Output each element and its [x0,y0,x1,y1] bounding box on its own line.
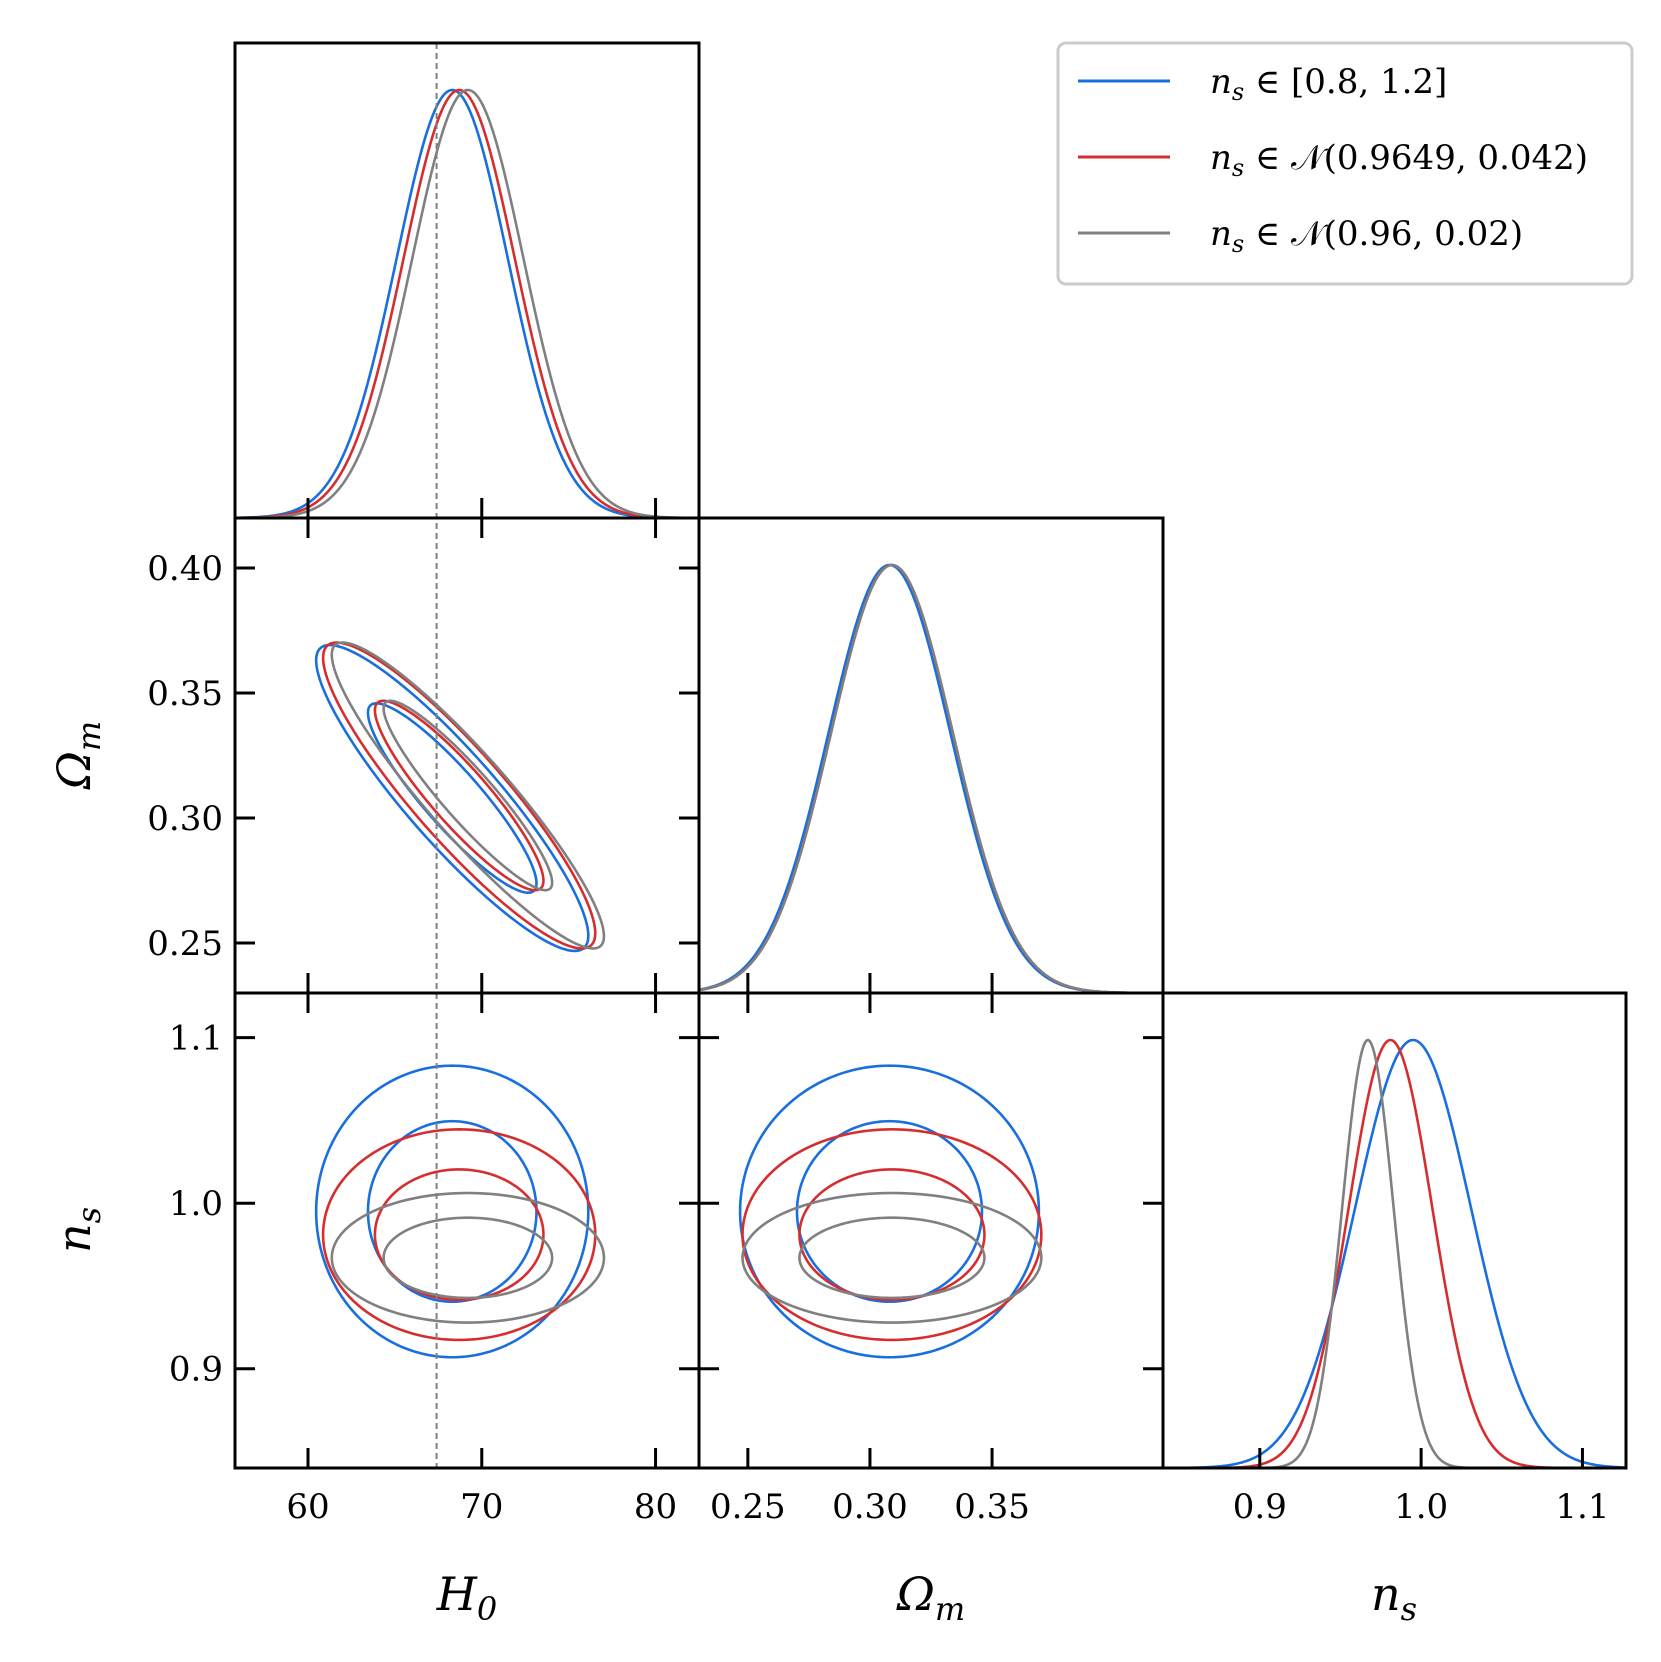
ytick-label-om-1: 0.30 [147,799,223,839]
frame-2-2 [1161,991,1628,1470]
legend-label-series-2: ns ∈ 𝒩(0.96, 0.02) [1210,214,1523,258]
contour-om-ns-series-0-95 [738,1064,1041,1359]
panel-ns-vs-om [738,1064,1043,1359]
frame-1-1 [697,516,1165,995]
panel-h0-marginal [235,88,699,518]
panel-om-vs-h0 [314,641,606,953]
contour-h0-ns-series-2-68 [382,1216,554,1300]
xlabel-om: Ωm [896,1567,965,1628]
marginal-ns-series-1 [1163,1038,1626,1468]
panel-ns-marginal [1163,1038,1626,1468]
marginal-om-series-1 [699,563,1163,993]
contour-h0-om-series-0-68 [366,702,538,894]
panel-om-marginal [699,563,1163,993]
xlabel-h0: H0 [436,1567,497,1628]
frame-0-0 [233,41,701,520]
ytick-label-om-0: 0.25 [147,924,223,964]
ylabel-ns: ns [47,1207,108,1253]
contour-h0-om-series-1-68 [373,699,545,892]
marginal-om-series-0 [699,563,1163,993]
marginal-om-series-2 [699,563,1163,993]
contour-h0-om-series-2-68 [382,699,554,892]
contour-om-ns-series-1-95 [741,1128,1043,1342]
ylabel-om: Ωm [47,721,108,790]
axis-labels: H0 Ωm ns Ωm ns [47,721,1417,1628]
xtick-label-h0-1: 70 [460,1487,503,1527]
frames: 60 70 80 0.25 0.30 0.35 0.9 1.0 1.1 0.25 0.30 0.35 0… [147,41,1628,1527]
legend-label-series-0: ns ∈ [0.8, 1.2] [1210,62,1447,106]
ytick-label-ns-0: 0.9 [169,1350,223,1390]
panel-ns-vs-h0 [314,1064,606,1359]
ytick-label-ns-1: 1.0 [169,1184,223,1224]
marginal-ns-series-0 [1163,1038,1626,1468]
ytick-label-ns-2: 1.1 [169,1019,223,1059]
legend: ns ∈ [0.8, 1.2] ns ∈ 𝒩(0.9649, 0.042) ns… [1056,41,1634,286]
contour-h0-ns-series-1-95 [321,1128,597,1342]
frame-2-1 [697,991,1165,1470]
contour-h0-om-series-1-95 [321,641,597,950]
ytick-label-om-2: 0.35 [147,674,223,714]
xtick-label-ns-0: 0.9 [1233,1487,1287,1527]
contour-h0-ns-series-2-95 [330,1191,606,1324]
contour-om-ns-series-2-68 [798,1216,986,1300]
contour-om-ns-series-1-68 [798,1168,986,1302]
legend-label-series-1: ns ∈ 𝒩(0.9649, 0.042) [1210,138,1588,182]
marginal-ns-series-2 [1163,1038,1626,1468]
xtick-label-ns-2: 1.1 [1555,1487,1609,1527]
contour-h0-ns-series-0-95 [314,1064,590,1359]
xtick-label-om-2: 0.35 [954,1487,1030,1527]
marginal-h0-series-0 [235,88,699,518]
contour-om-ns-series-0-68 [795,1119,984,1304]
xlabel-ns: ns [1371,1567,1417,1628]
legend-box [1056,41,1634,286]
frame-1-0 [233,516,701,995]
marginal-h0-series-2 [235,88,699,518]
contour-om-ns-series-2-95 [741,1191,1043,1324]
ytick-label-om-3: 0.40 [147,549,223,589]
marginal-h0-series-1 [235,88,699,518]
xtick-label-ns-1: 1.0 [1394,1487,1448,1527]
xtick-label-om-1: 0.30 [832,1487,908,1527]
xtick-label-h0-2: 80 [634,1487,677,1527]
xtick-label-om-0: 0.25 [710,1487,786,1527]
xtick-label-h0-0: 60 [286,1487,329,1527]
contour-h0-ns-series-1-68 [373,1168,545,1302]
frame-2-0 [233,991,701,1470]
contour-h0-om-series-0-95 [314,643,590,953]
contour-h0-om-series-2-95 [330,641,606,950]
